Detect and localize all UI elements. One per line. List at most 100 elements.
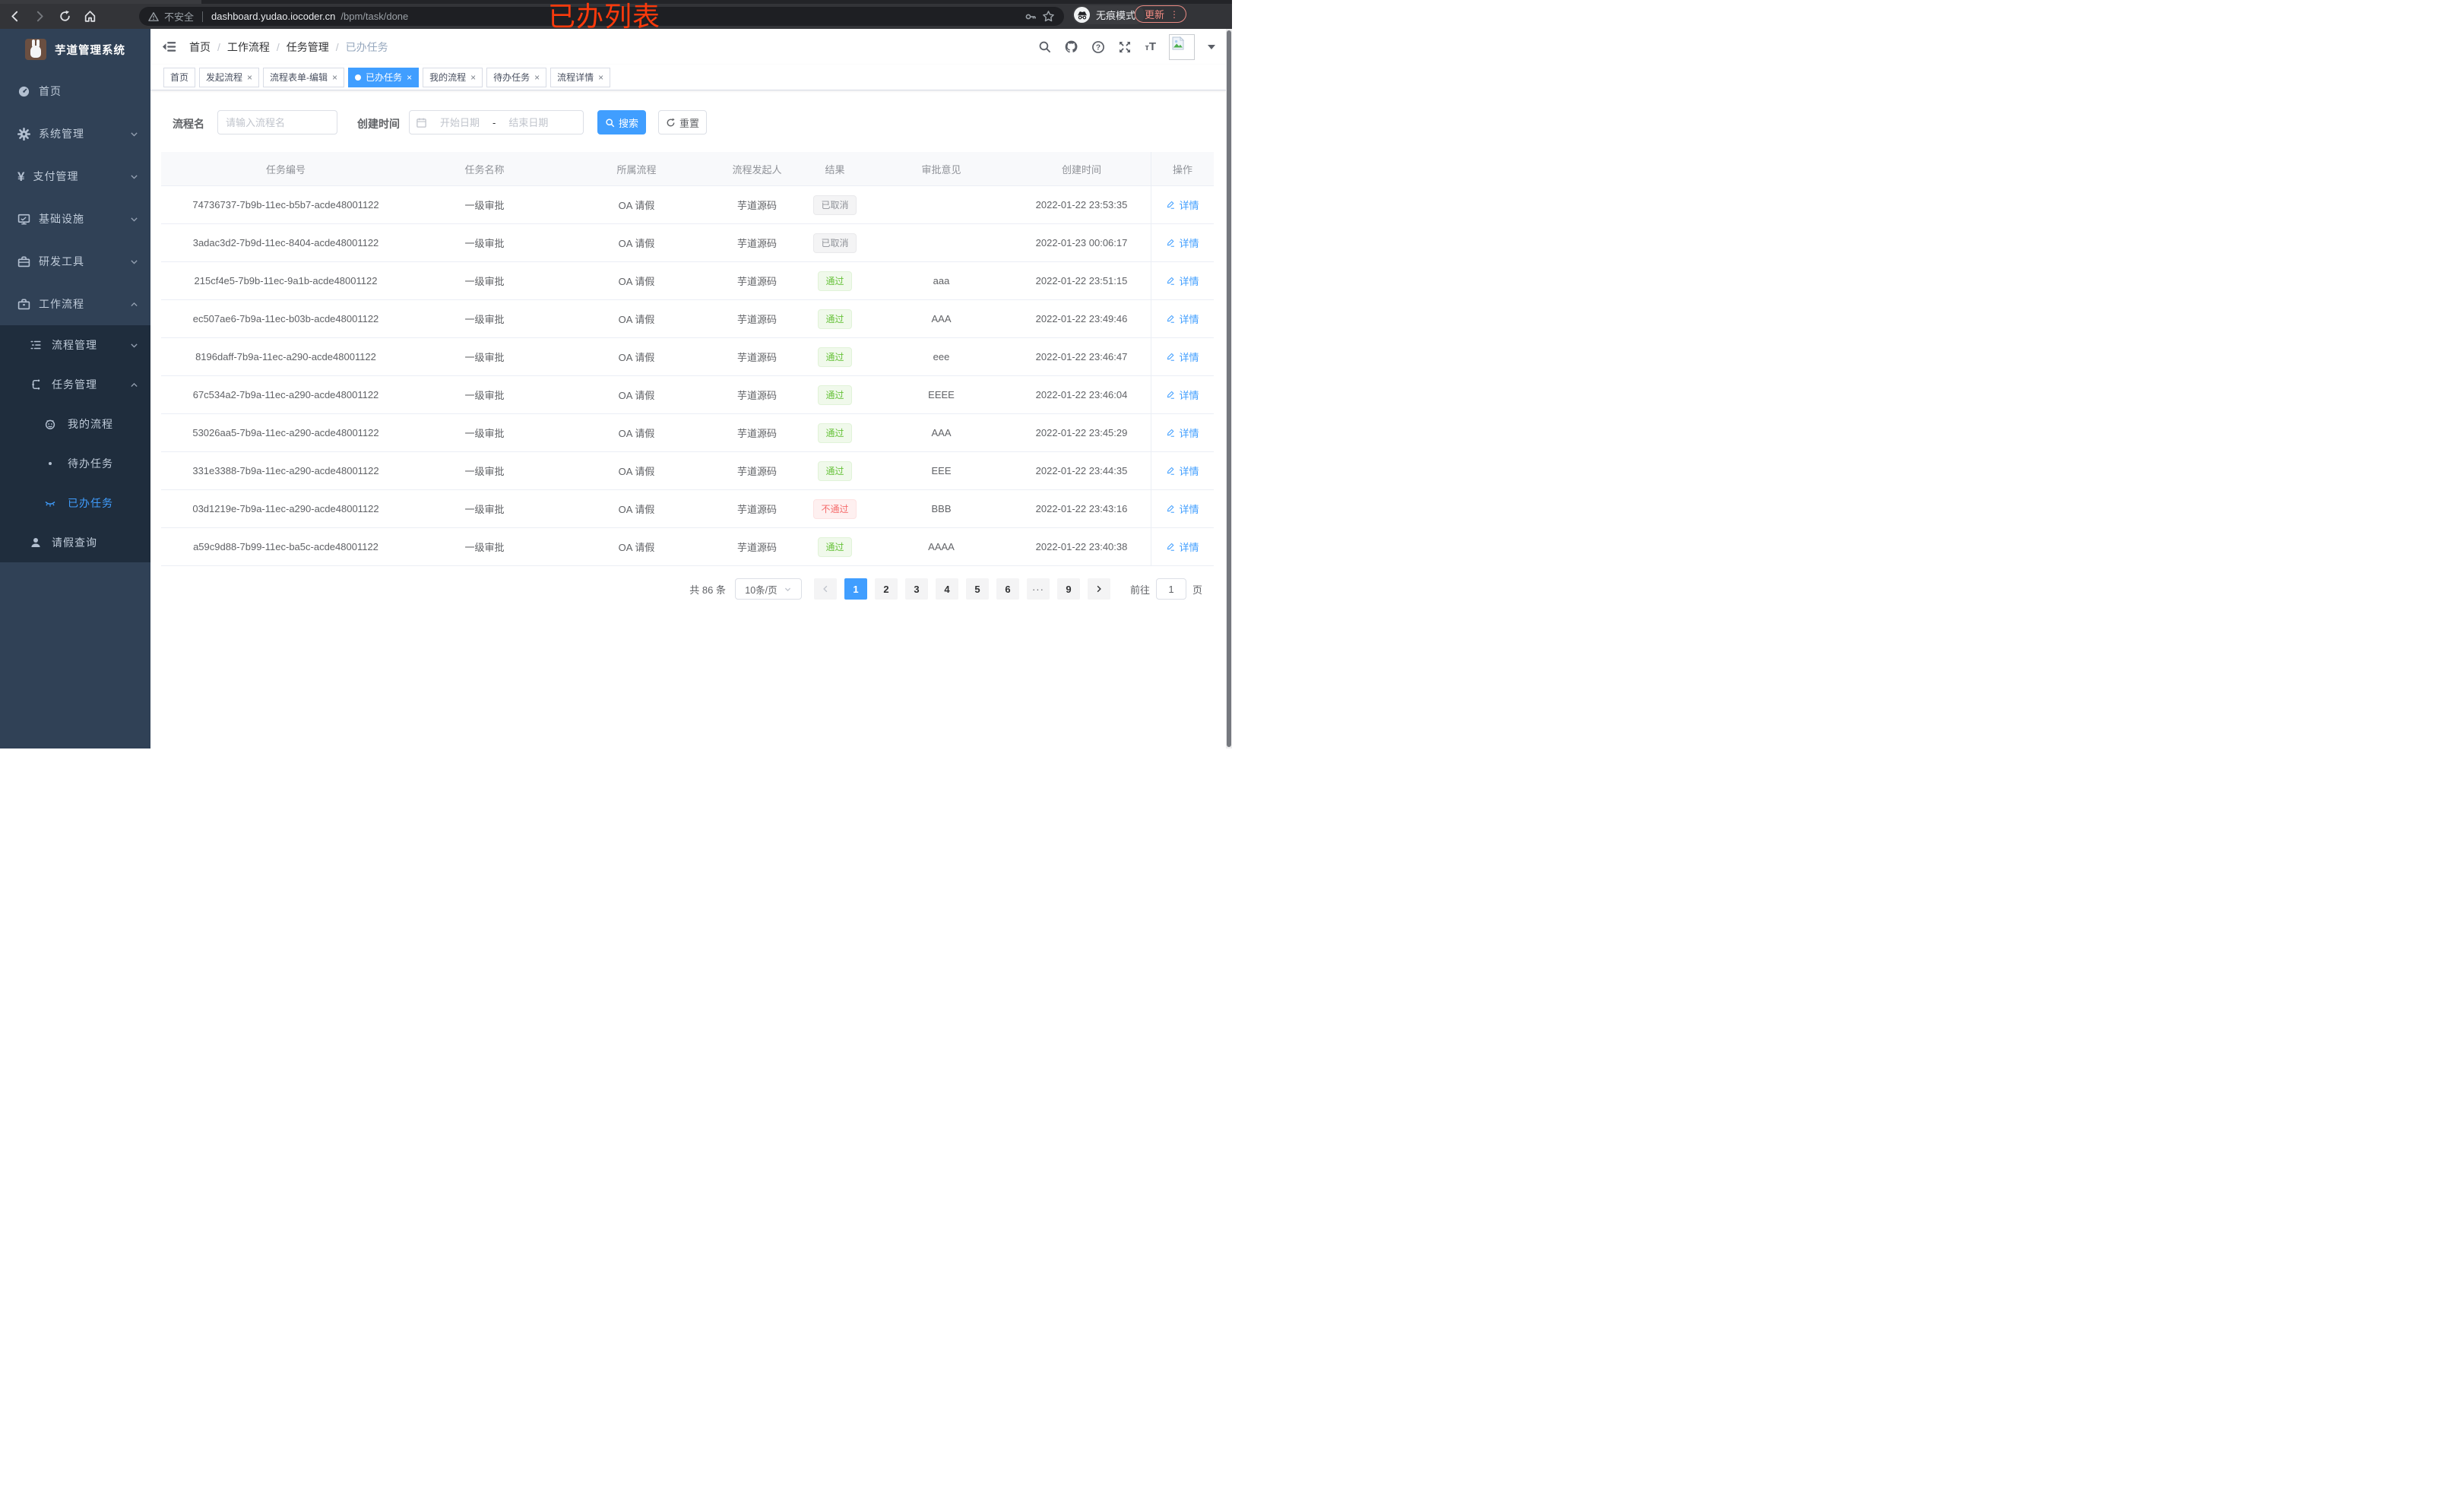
tag-process-form-edit[interactable]: 流程表单-编辑 × [263,67,345,87]
sidebar-item-system[interactable]: 系统管理 [0,112,150,155]
close-icon[interactable]: × [470,71,477,83]
goto-page-input[interactable] [1155,578,1186,600]
tag-start-process[interactable]: 发起流程 × [199,67,260,87]
hamburger-icon[interactable] [162,40,176,54]
sidebar-item-process-management[interactable]: 流程管理 [0,325,150,365]
detail-button[interactable]: 详情 [1166,426,1199,440]
back-icon[interactable] [8,10,21,24]
sidebar-item-my-process[interactable]: 我的流程 [0,404,150,444]
page-button-2[interactable]: 2 [874,578,898,600]
breadcrumb-home[interactable]: 首页 [189,40,211,53]
sidebar-item-todo-tasks[interactable]: 待办任务 [0,444,150,483]
browser-active-tab[interactable] [0,0,201,4]
process-cell: OA 请假 [618,238,655,249]
breadcrumb-workflow[interactable]: 工作流程 [226,40,270,53]
detail-button[interactable]: 详情 [1166,464,1199,478]
close-icon[interactable]: × [598,71,604,83]
date-range-field[interactable]: - [409,110,584,135]
edit-icon [1167,239,1175,247]
tag-label: 已办任务 [366,72,403,83]
sidebar-item-done-tasks[interactable]: 已办任务 [0,483,150,523]
search-icon[interactable] [1038,40,1051,53]
tag-process-detail[interactable]: 流程详情 × [550,67,611,87]
chevron-up-icon [131,302,138,306]
avatar-caret-icon[interactable] [1208,44,1215,49]
sidebar-item-task-management[interactable]: 任务管理 [0,365,150,404]
security-label[interactable]: 不安全 [164,11,195,23]
table-row: 215cf4e5-7b9b-11ec-9a1b-acde48001122 一级审… [161,262,1214,300]
app-logo-row[interactable]: 芋道管理系统 [0,29,150,70]
tag-my-process[interactable]: 我的流程 × [423,67,483,87]
end-date-input[interactable] [497,111,560,134]
table-header-row: 任务编号 任务名称 所属流程 流程发起人 结果 审批意见 创建时间 操作 [161,152,1214,186]
comment-cell: AAA [931,313,952,324]
search-icon [606,118,615,127]
detail-button[interactable]: 详情 [1166,274,1199,288]
reset-button[interactable]: 重置 [658,110,707,135]
sidebar-item-leave-query[interactable]: 请假查询 [0,523,150,562]
home-icon[interactable] [83,10,97,24]
key-icon[interactable] [1025,11,1037,23]
detail-button[interactable]: 详情 [1166,312,1199,326]
close-icon[interactable]: × [332,71,338,83]
page-button-4[interactable]: 4 [935,578,958,600]
process-name-input[interactable] [218,111,337,134]
font-size-icon[interactable]: тT [1145,40,1156,53]
create-time-cell: 2022-01-22 23:53:35 [1035,199,1128,210]
prev-page-button[interactable] [813,578,837,600]
forward-icon[interactable] [33,10,46,24]
tag-home[interactable]: 首页 [163,67,196,87]
breadcrumb-task-management[interactable]: 任务管理 [286,40,329,53]
task-name-cell: 一级审批 [464,352,505,363]
page-button-1[interactable]: 1 [844,578,867,600]
tag-todo-tasks[interactable]: 待办任务 × [486,67,547,87]
update-label[interactable]: 更新 [1145,9,1165,21]
page-scrollbar[interactable] [1226,29,1232,748]
close-icon[interactable]: × [247,71,253,83]
comment-cell: AAA [931,427,952,438]
task-name-cell: 一级审批 [464,200,505,211]
sidebar-item-home[interactable]: 首页 [0,70,150,112]
sidebar-item-infrastructure[interactable]: 基础设施 [0,198,150,240]
page-button-6[interactable]: 6 [996,578,1019,600]
process-name-field[interactable] [217,110,337,135]
page-size-select[interactable]: 10条/页 [734,578,802,600]
next-page-button[interactable] [1087,578,1110,600]
edit-icon [1167,391,1175,399]
search-button[interactable]: 搜索 [597,110,646,135]
help-icon[interactable]: ? [1091,40,1105,54]
app-title: 芋道管理系统 [55,44,125,57]
page-button-5[interactable]: 5 [965,578,989,600]
detail-button[interactable]: 详情 [1166,350,1199,364]
avatar[interactable] [1169,33,1195,60]
tag-done-tasks[interactable]: 已办任务 × [348,67,420,87]
browser-menu-icon[interactable]: ⋮ [1170,8,1180,20]
sidebar-item-dev-tools[interactable]: 研发工具 [0,240,150,283]
reload-icon[interactable] [58,10,71,24]
more-pages-button[interactable]: ··· [1026,578,1050,600]
detail-button[interactable]: 详情 [1166,236,1199,250]
close-icon[interactable]: × [407,71,413,83]
detail-button[interactable]: 详情 [1166,388,1199,402]
detail-button[interactable]: 详情 [1166,502,1199,516]
update-button[interactable]: 更新 ⋮ [1135,5,1187,23]
page-button-9[interactable]: 9 [1056,578,1080,600]
url-separator [202,11,204,22]
chevron-down-icon [131,343,138,347]
start-date-input[interactable] [429,111,491,134]
url-bar[interactable]: 不安全 dashboard.yudao.iocoder.cn/bpm/task/… [139,7,1064,26]
detail-label: 详情 [1179,352,1199,363]
sidebar-item-workflow[interactable]: 工作流程 [0,283,150,325]
sidebar-item-payment[interactable]: ¥ 支付管理 [0,155,150,198]
page-button-3[interactable]: 3 [904,578,928,600]
scrollbar-thumb[interactable] [1227,30,1231,747]
detail-button[interactable]: 详情 [1166,198,1199,212]
bookmark-star-icon[interactable] [1042,10,1055,23]
url-path: /bpm/task/done [340,11,409,22]
eye-closed-icon [45,501,55,507]
close-icon[interactable]: × [534,71,540,83]
detail-button[interactable]: 详情 [1166,540,1199,554]
fullscreen-icon[interactable] [1118,40,1132,54]
github-icon[interactable] [1064,40,1078,54]
detail-label: 详情 [1179,504,1199,515]
